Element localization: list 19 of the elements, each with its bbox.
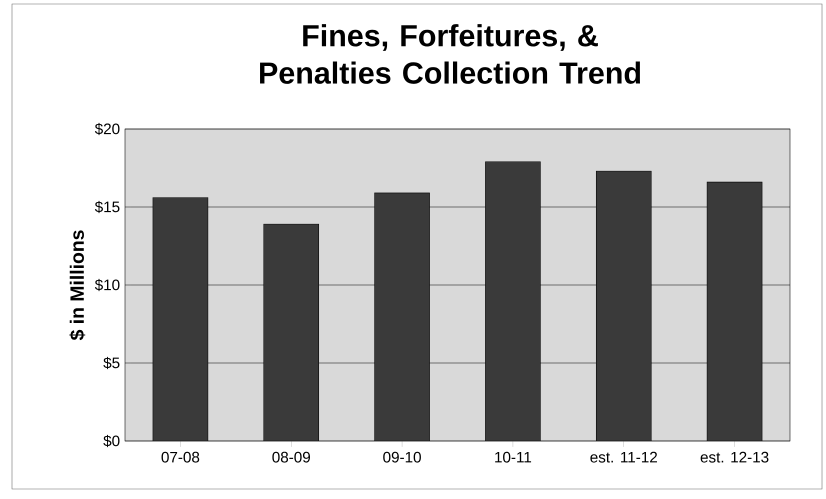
x-tick-label: est. 12-13 <box>700 452 768 463</box>
x-tick-label: 09-10 <box>383 452 421 463</box>
y-tick-label: $15 <box>94 200 120 214</box>
bar <box>374 192 430 441</box>
chart-title: Fines, Forfeitures, & Penalties Collection Trend <box>260 24 640 84</box>
x-tick-label: est. 11-12 <box>590 452 657 463</box>
y-tick-label: $5 <box>103 356 120 370</box>
y-axis-title: $ in Millions <box>69 230 86 340</box>
bar <box>263 224 320 441</box>
y-tick-label: $20 <box>94 122 120 136</box>
x-tick-label: 08-09 <box>272 452 310 463</box>
bar <box>485 161 541 441</box>
y-tick-label: $0 <box>103 434 120 448</box>
x-tick-label: 10-11 <box>495 452 532 463</box>
bar <box>596 170 652 441</box>
bar <box>706 182 762 441</box>
y-tick-label: $10 <box>94 278 120 292</box>
x-tick-label: 07-08 <box>162 452 200 463</box>
bar <box>152 197 208 441</box>
